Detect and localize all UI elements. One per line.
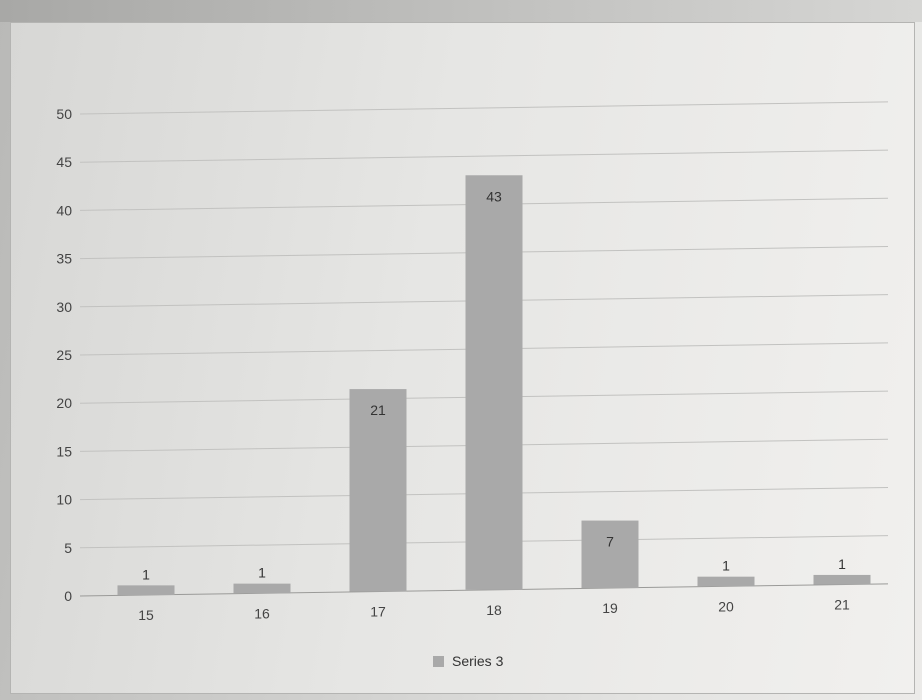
y-tick-label: 35 bbox=[56, 251, 72, 267]
x-tick-label-16: 16 bbox=[254, 605, 270, 621]
y-tick-label: 45 bbox=[56, 154, 72, 170]
x-tick-label-18: 18 bbox=[486, 602, 502, 618]
x-tick-label-17: 17 bbox=[370, 604, 386, 620]
x-tick-label-15: 15 bbox=[138, 607, 154, 623]
y-tick-label: 30 bbox=[56, 299, 72, 315]
x-axis-tick-labels: 15 16 17 18 19 20 21 bbox=[138, 597, 850, 623]
bar-20 bbox=[697, 576, 755, 587]
y-tick-label: 5 bbox=[64, 540, 72, 556]
bar-16 bbox=[233, 583, 291, 594]
legend: Series 3 bbox=[433, 653, 504, 669]
data-label-17: 21 bbox=[370, 402, 386, 418]
x-tick-label-20: 20 bbox=[718, 598, 734, 614]
data-label-18: 43 bbox=[486, 188, 502, 204]
bars bbox=[117, 175, 871, 596]
y-tick-label: 50 bbox=[56, 106, 72, 122]
y-tick-label: 25 bbox=[56, 347, 72, 363]
caption-strip bbox=[0, 0, 922, 22]
data-label-21: 1 bbox=[838, 556, 846, 572]
y-tick-label: 40 bbox=[56, 202, 72, 218]
x-tick-label-19: 19 bbox=[602, 600, 618, 616]
y-tick-label: 0 bbox=[64, 588, 72, 604]
bar-15 bbox=[117, 585, 175, 596]
data-label-16: 1 bbox=[258, 565, 266, 581]
gridline bbox=[79, 149, 889, 163]
bar-18 bbox=[465, 175, 523, 590]
x-tick-label-21: 21 bbox=[834, 597, 850, 613]
bar-17 bbox=[349, 389, 407, 592]
data-labels: 1 1 21 43 7 1 1 bbox=[142, 188, 846, 582]
y-axis-tick-labels: 0 5 10 15 20 25 30 35 40 45 50 bbox=[56, 106, 72, 604]
chart-card bbox=[10, 22, 915, 694]
data-label-20: 1 bbox=[722, 558, 730, 574]
y-tick-label: 20 bbox=[56, 395, 72, 411]
bar-19 bbox=[581, 520, 639, 589]
data-label-19: 7 bbox=[606, 534, 614, 550]
legend-swatch bbox=[433, 656, 444, 667]
legend-label: Series 3 bbox=[452, 653, 504, 669]
y-tick-label: 10 bbox=[56, 492, 72, 508]
bar-21 bbox=[813, 574, 871, 585]
y-tick-label: 15 bbox=[56, 443, 72, 459]
gridline bbox=[79, 101, 889, 115]
data-label-15: 1 bbox=[142, 566, 150, 582]
